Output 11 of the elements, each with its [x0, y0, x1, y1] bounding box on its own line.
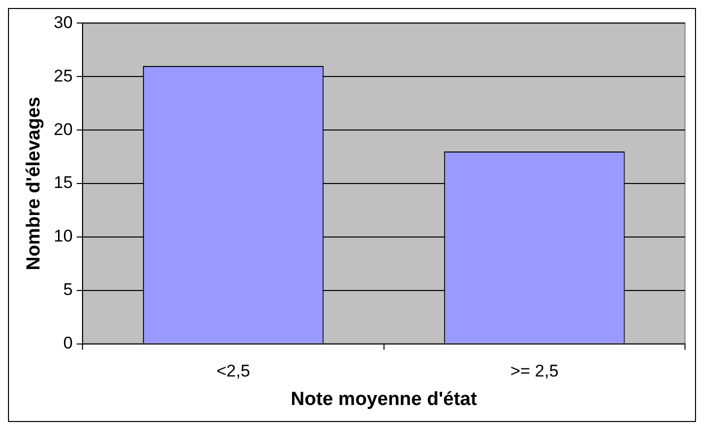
y-tick-label: 15 [54, 173, 73, 192]
y-tick-label: 25 [54, 66, 73, 86]
y-tick-label: 5 [63, 280, 73, 300]
y-tick-label: 0 [63, 333, 73, 352]
y-tick-label: 30 [54, 12, 73, 32]
y-axis-title: Nombre d'élevages [24, 96, 45, 270]
y-tick-label: 10 [54, 226, 73, 246]
x-tick-label: >= 2,5 [510, 362, 559, 381]
x-axis-title: Note moyenne d'état [290, 388, 478, 410]
x-tick-label: <2,5 [216, 362, 250, 381]
y-tick-label: 20 [54, 120, 73, 139]
